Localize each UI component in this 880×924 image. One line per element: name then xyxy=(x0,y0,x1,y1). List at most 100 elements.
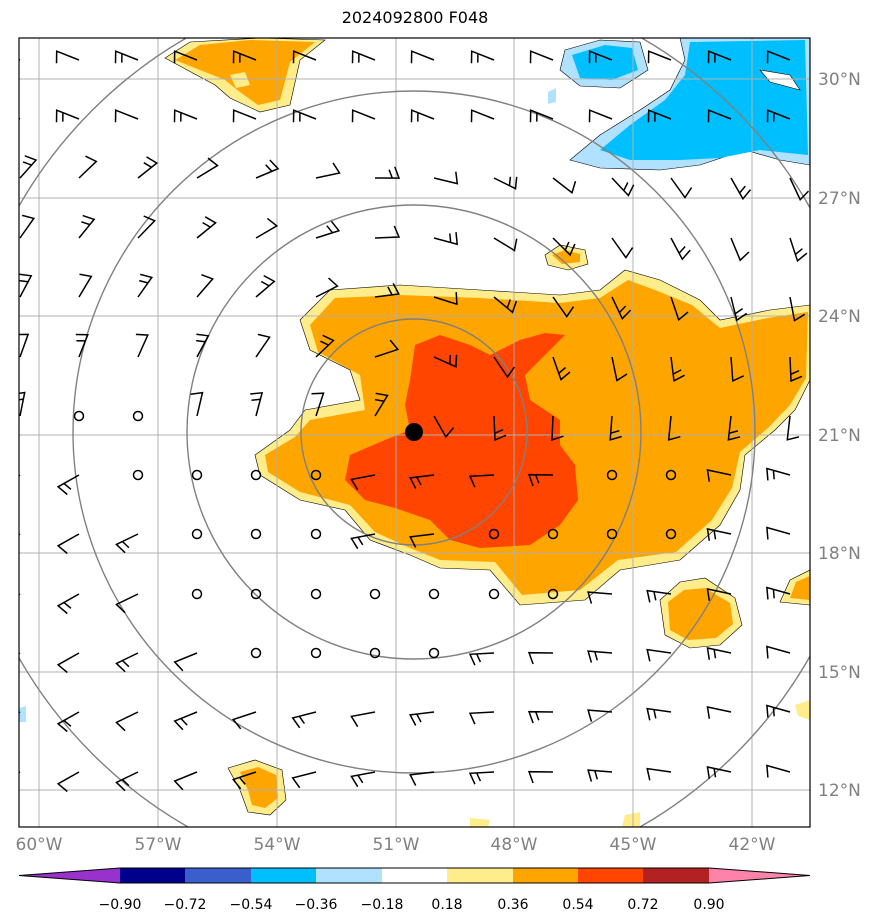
colorbar-swatch xyxy=(382,868,447,883)
wind-barb xyxy=(706,469,732,482)
wind-barb xyxy=(19,333,30,358)
colorbar-label: 0.36 xyxy=(497,897,528,913)
calm-circle xyxy=(488,588,500,600)
map-frame xyxy=(18,37,811,828)
wind-barb xyxy=(19,711,21,714)
wind-barb xyxy=(470,50,495,64)
calm-circle xyxy=(665,469,677,481)
wind-barb xyxy=(196,216,217,239)
calm-circle xyxy=(488,528,500,540)
colorbar-label: −0.18 xyxy=(361,897,404,913)
calm-circle xyxy=(665,528,677,540)
wind-barb xyxy=(766,764,791,778)
wind-barb xyxy=(374,283,400,298)
wind-barb xyxy=(315,277,339,298)
colorbar-labels: −0.90 −0.72 −0.54 −0.36 −0.18 0.18 0.36 … xyxy=(99,897,725,913)
colorbar-swatch xyxy=(447,868,513,883)
wind-barb xyxy=(351,50,376,64)
wind-barb xyxy=(789,237,808,263)
wind-barb xyxy=(433,415,455,439)
wind-barb xyxy=(196,273,214,298)
wind-barb xyxy=(115,533,139,554)
wind-barb xyxy=(374,392,389,417)
wind-barb xyxy=(374,166,401,179)
wind-barb xyxy=(551,415,564,442)
wind-barb xyxy=(433,292,458,306)
colorbar-label: 0.54 xyxy=(562,897,593,913)
wind-barb xyxy=(350,771,376,788)
colorbar xyxy=(18,867,811,884)
calm-circle xyxy=(250,469,262,481)
wind-barb xyxy=(647,50,672,64)
wind-barb xyxy=(611,237,634,259)
wind-barb xyxy=(588,50,613,64)
wind-barb xyxy=(173,711,198,731)
wind-barb xyxy=(527,473,554,487)
wind-barb xyxy=(766,526,791,540)
wind-barb xyxy=(56,593,80,615)
wind-barb xyxy=(374,225,401,239)
wind-barb xyxy=(292,109,317,123)
wind-barb xyxy=(291,771,317,789)
wind-barb xyxy=(706,766,732,779)
wind-barb xyxy=(291,711,317,729)
wind-barb xyxy=(196,157,219,179)
wind-barb xyxy=(55,50,80,64)
wind-barb xyxy=(255,159,280,179)
wind-barb xyxy=(409,771,435,786)
wind-barb xyxy=(766,586,791,600)
negative-anomaly-region xyxy=(19,38,810,722)
lat-label: 18°N xyxy=(818,544,861,564)
colorbar-swatch xyxy=(251,868,316,883)
colorbar-label: 0.18 xyxy=(431,897,462,913)
lon-label: 48°W xyxy=(491,835,538,855)
calm-circle xyxy=(369,647,381,659)
lon-label: 54°W xyxy=(254,835,301,855)
wind-barb xyxy=(529,109,554,123)
colorbar-swatch xyxy=(19,868,120,883)
wind-barb xyxy=(78,155,98,179)
wind-barb xyxy=(789,356,803,383)
latitude-labels: 30°N 27°N 24°N 21°N 18°N 15°N 12°N xyxy=(818,70,861,801)
wind-barb xyxy=(55,109,80,123)
colorbar-swatch xyxy=(709,868,810,883)
wind-barb xyxy=(19,593,21,596)
calm-circle xyxy=(310,647,322,659)
wind-barb xyxy=(706,588,732,601)
calm-circle xyxy=(73,410,85,422)
colorbar-swatch xyxy=(185,868,251,883)
wind-barb xyxy=(114,109,139,123)
wind-barb xyxy=(766,704,791,718)
wind-barb xyxy=(19,155,38,179)
colorbar-swatch xyxy=(513,868,578,883)
wind-barb xyxy=(667,415,681,441)
calm-circle xyxy=(547,588,559,600)
wind-barb xyxy=(232,50,257,64)
wind-barb xyxy=(529,50,554,64)
wind-barb xyxy=(587,709,613,722)
lat-label: 12°N xyxy=(818,781,861,801)
map-area xyxy=(19,38,810,827)
wind-barb xyxy=(56,711,80,733)
wind-barb xyxy=(552,237,576,257)
storm-center-marker xyxy=(405,423,423,441)
wind-barb xyxy=(410,50,435,64)
wind-barb xyxy=(75,333,89,358)
wind-barb xyxy=(56,533,80,555)
lat-label: 15°N xyxy=(818,663,861,683)
wind-barb xyxy=(173,652,198,672)
wind-barb xyxy=(255,274,276,298)
wind-barb xyxy=(196,333,210,358)
lat-label: 21°N xyxy=(818,426,861,446)
wind-barb xyxy=(137,273,154,298)
wind-barb xyxy=(730,237,750,262)
wind-barb xyxy=(493,415,507,442)
colorbar-swatch xyxy=(316,868,382,883)
colorbar-label: −0.54 xyxy=(230,897,273,913)
wind-barb xyxy=(409,474,435,489)
wind-barb xyxy=(115,711,139,732)
colorbar-label: 0.90 xyxy=(693,897,724,913)
wind-barb xyxy=(706,706,732,719)
wind-barb xyxy=(351,109,376,123)
wind-barb xyxy=(789,296,806,322)
